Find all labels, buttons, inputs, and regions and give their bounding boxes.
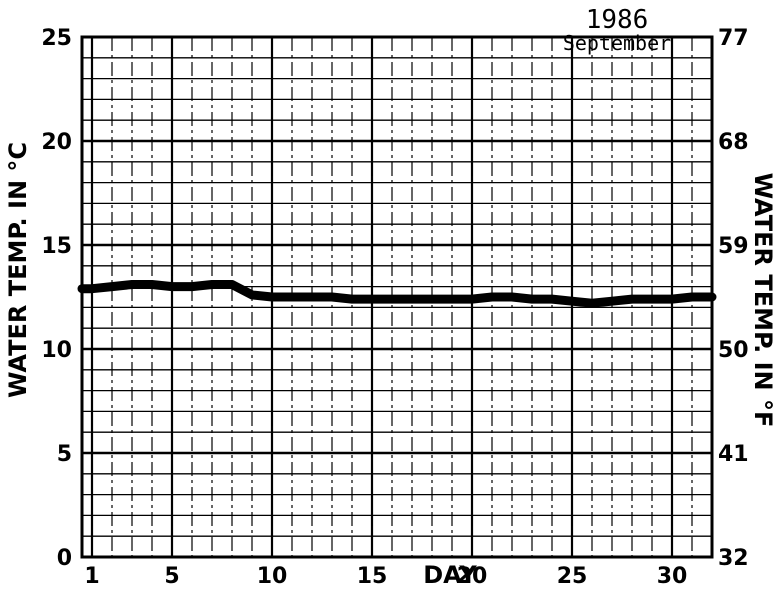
chart-title: 1986 xyxy=(586,5,649,35)
x-tick-label: 20 xyxy=(457,564,488,589)
chart-subtitle: September xyxy=(563,31,671,55)
y-tick-label-left: 5 xyxy=(57,442,72,467)
x-tick-label: 10 xyxy=(257,564,288,589)
left-axis-ticks: 0 5 10 15 20 25 xyxy=(41,26,72,571)
y-tick-label-right: 77 xyxy=(718,26,749,51)
y-tick-label-left: 20 xyxy=(41,130,72,155)
x-tick-label: 1 xyxy=(84,564,99,589)
x-axis-label: DAY xyxy=(423,561,477,589)
series-line xyxy=(77,280,717,308)
y-tick-label-left: 25 xyxy=(41,26,72,51)
y-tick-label-left: 15 xyxy=(41,234,72,259)
x-tick-label: 30 xyxy=(657,564,688,589)
x-tick-label: 25 xyxy=(557,564,588,589)
y-tick-label-right: 68 xyxy=(718,130,749,155)
y-tick-label-right: 59 xyxy=(718,234,749,259)
y-tick-label-right: 50 xyxy=(718,338,749,363)
y-tick-label-left: 0 xyxy=(57,546,72,571)
y-tick-label-right: 41 xyxy=(718,442,749,467)
y-axis-label-left: WATER TEMP. IN °C xyxy=(4,142,32,398)
x-axis-ticks: 1 5 10 15 20 25 30 xyxy=(84,564,687,589)
x-tick-label: 15 xyxy=(357,564,388,589)
x-tick-label: 5 xyxy=(164,564,179,589)
right-axis-ticks: 32 41 50 59 68 77 xyxy=(718,26,749,571)
y-tick-label-right: 32 xyxy=(718,546,749,571)
y-axis-label-right: WATER TEMP. IN °F xyxy=(749,173,777,428)
y-tick-label-left: 10 xyxy=(41,338,72,363)
